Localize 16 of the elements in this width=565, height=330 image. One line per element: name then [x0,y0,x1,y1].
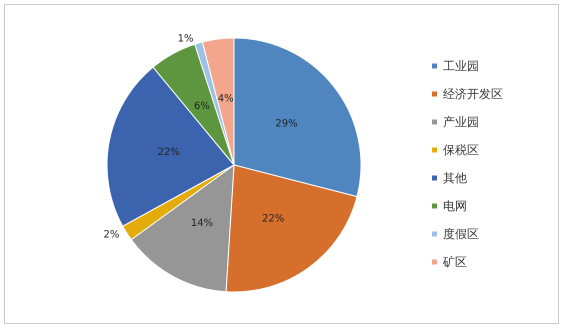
legend-label: 矿区 [442,255,467,269]
legend-label: 电网 [443,199,467,213]
legend-label: 经济开发区 [443,87,503,101]
legend-label: 保税区 [443,143,479,157]
data-label: 14% [190,218,214,229]
legend-label: 度假区 [443,227,479,241]
legend-label: 其他 [443,171,467,185]
data-label: 2% [104,230,120,241]
legend-label: 工业园 [443,59,479,73]
data-label: 6% [194,101,210,112]
legend-label: 产业园 [443,115,479,129]
data-label: 4% [218,94,234,105]
data-label: 22% [262,213,284,224]
data-label: 22% [158,147,180,158]
data-label: 1% [178,34,194,45]
data-label: 29% [275,118,298,130]
